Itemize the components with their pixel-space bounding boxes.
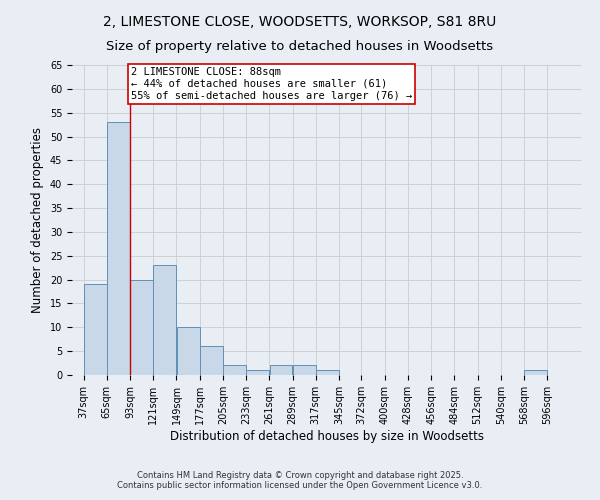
Bar — [130, 280, 153, 375]
Bar — [84, 284, 107, 375]
X-axis label: Distribution of detached houses by size in Woodsetts: Distribution of detached houses by size … — [170, 430, 484, 442]
Bar — [107, 122, 130, 375]
Bar — [247, 370, 269, 375]
Bar — [223, 366, 246, 375]
Bar — [316, 370, 339, 375]
Text: 2, LIMESTONE CLOSE, WOODSETTS, WORKSOP, S81 8RU: 2, LIMESTONE CLOSE, WOODSETTS, WORKSOP, … — [103, 15, 497, 29]
Bar — [293, 366, 316, 375]
Text: 2 LIMESTONE CLOSE: 88sqm
← 44% of detached houses are smaller (61)
55% of semi-d: 2 LIMESTONE CLOSE: 88sqm ← 44% of detach… — [131, 68, 412, 100]
Bar — [154, 266, 176, 375]
Bar — [269, 366, 292, 375]
Bar — [524, 370, 547, 375]
Bar — [200, 346, 223, 375]
Text: Contains HM Land Registry data © Crown copyright and database right 2025.
Contai: Contains HM Land Registry data © Crown c… — [118, 470, 482, 490]
Y-axis label: Number of detached properties: Number of detached properties — [31, 127, 44, 313]
Text: Size of property relative to detached houses in Woodsetts: Size of property relative to detached ho… — [106, 40, 494, 53]
Bar — [176, 328, 199, 375]
